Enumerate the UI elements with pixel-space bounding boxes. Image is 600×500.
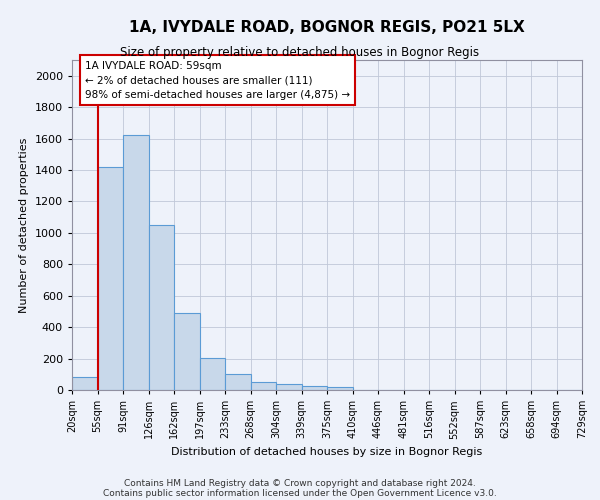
Bar	[225, 374, 251, 390]
X-axis label: Distribution of detached houses by size in Bognor Regis: Distribution of detached houses by size …	[172, 447, 482, 457]
Text: Contains public sector information licensed under the Open Government Licence v3: Contains public sector information licen…	[103, 488, 497, 498]
Text: Size of property relative to detached houses in Bognor Regis: Size of property relative to detached ho…	[121, 46, 479, 59]
Bar	[149, 225, 174, 390]
Bar	[72, 378, 97, 390]
Bar	[97, 167, 123, 390]
Bar	[276, 384, 302, 390]
Title: 1A, IVYDALE ROAD, BOGNOR REGIS, PO21 5LX: 1A, IVYDALE ROAD, BOGNOR REGIS, PO21 5LX	[129, 20, 525, 35]
Bar	[251, 382, 276, 390]
Bar	[174, 313, 199, 390]
Bar	[302, 386, 327, 390]
Bar	[327, 387, 353, 390]
Bar	[199, 358, 225, 390]
Text: 1A IVYDALE ROAD: 59sqm
← 2% of detached houses are smaller (111)
98% of semi-det: 1A IVYDALE ROAD: 59sqm ← 2% of detached …	[85, 60, 350, 100]
Y-axis label: Number of detached properties: Number of detached properties	[19, 138, 29, 312]
Text: Contains HM Land Registry data © Crown copyright and database right 2024.: Contains HM Land Registry data © Crown c…	[124, 478, 476, 488]
Bar	[123, 136, 149, 390]
